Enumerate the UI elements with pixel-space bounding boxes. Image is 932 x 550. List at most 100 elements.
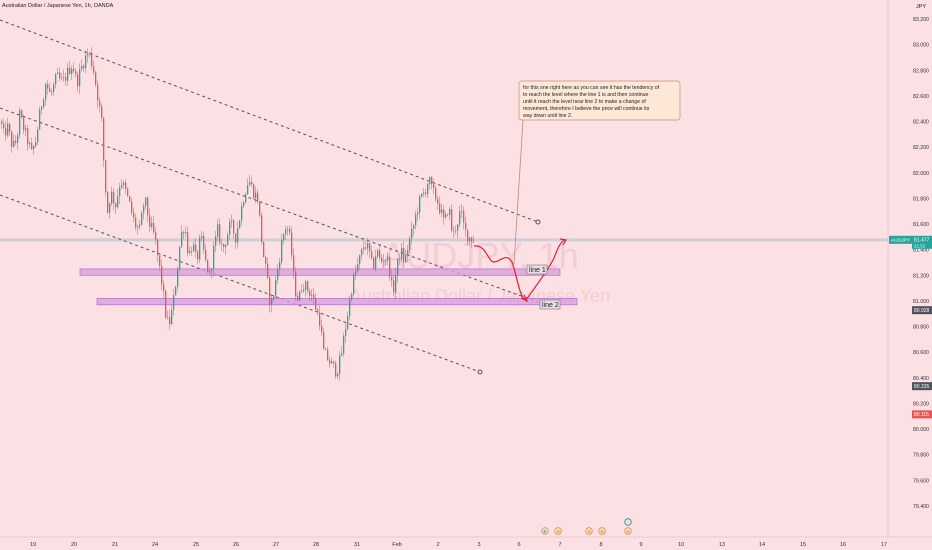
candle-body bbox=[197, 251, 199, 260]
candle-body bbox=[245, 194, 247, 203]
price-badge-red-text: 80.115 bbox=[914, 412, 929, 418]
candle-body bbox=[459, 211, 461, 225]
time-tick-label: 24 bbox=[152, 542, 158, 548]
candle-body bbox=[173, 295, 175, 310]
label-line-2-box bbox=[539, 299, 561, 310]
current-price-badge[interactable]: AUDJPY 81.477 21:52 bbox=[889, 235, 932, 249]
trend-line-lower[interactable] bbox=[0, 194, 481, 373]
time-tick-label: 8 bbox=[599, 542, 602, 548]
candle-body bbox=[243, 202, 245, 207]
candle-body bbox=[141, 212, 143, 225]
event-marker-6-glyph: D bbox=[627, 529, 631, 534]
candle-body bbox=[291, 232, 293, 256]
time-tick-label: 31 bbox=[354, 542, 360, 548]
current-countdown-text: 21:52 bbox=[914, 243, 926, 248]
candle-body bbox=[163, 284, 165, 291]
candle-body bbox=[361, 249, 363, 256]
price-tick-label: 82.200 bbox=[913, 145, 929, 151]
label-line-1[interactable]: line 1 bbox=[526, 264, 548, 275]
candle-body bbox=[13, 140, 15, 147]
trend-handle-lower[interactable] bbox=[477, 369, 483, 375]
zone-line-1[interactable] bbox=[79, 268, 561, 276]
symbol-title[interactable]: Australian Dollar / Japanese Yen, 1h, OA… bbox=[2, 3, 114, 9]
label-line-1-box bbox=[526, 264, 548, 275]
candle-body bbox=[191, 251, 193, 252]
zone-line-2[interactable] bbox=[96, 298, 578, 306]
candle-body bbox=[151, 222, 153, 227]
candle-body bbox=[347, 316, 349, 330]
price-tick-label: 82.600 bbox=[913, 94, 929, 100]
candle-body bbox=[427, 184, 429, 195]
candle-body bbox=[63, 77, 65, 79]
event-marker-1-glyph: E bbox=[544, 529, 547, 534]
event-marker-2[interactable] bbox=[554, 527, 562, 535]
candle-body bbox=[349, 299, 351, 317]
time-tick-label: 26 bbox=[233, 542, 239, 548]
candle-body bbox=[209, 270, 211, 272]
candle-body bbox=[277, 269, 279, 280]
candle-body bbox=[161, 265, 163, 285]
candle-body bbox=[113, 191, 115, 204]
candle-body bbox=[461, 210, 463, 212]
candle-body bbox=[107, 191, 109, 213]
candle-body bbox=[117, 196, 119, 208]
time-tick-label: 13 bbox=[719, 542, 725, 548]
price-tick-label: 82.800 bbox=[913, 68, 929, 74]
candle-body bbox=[187, 232, 189, 254]
candle-body bbox=[5, 127, 7, 136]
candle-body bbox=[27, 128, 29, 145]
event-marker-4[interactable] bbox=[598, 527, 606, 535]
annotation-line-4: movement, therefore I believe the price … bbox=[523, 106, 650, 112]
candle-body bbox=[335, 363, 337, 377]
event-marker-1[interactable] bbox=[541, 527, 549, 535]
candle-body bbox=[329, 360, 331, 364]
candle-body bbox=[287, 229, 289, 230]
candle-body bbox=[179, 246, 181, 269]
candle-body bbox=[275, 279, 277, 296]
candle-body bbox=[185, 232, 187, 234]
annotation-line-5: way down until line 2. bbox=[523, 113, 572, 119]
candle-body bbox=[397, 258, 399, 276]
candle-body bbox=[315, 298, 317, 310]
candle-body bbox=[383, 260, 385, 262]
label-line-2[interactable]: line 2 bbox=[539, 299, 561, 310]
event-marker-4-glyph: D bbox=[601, 529, 605, 534]
candle-body bbox=[205, 249, 207, 260]
projected-path[interactable] bbox=[473, 245, 527, 301]
candle-body bbox=[67, 67, 69, 81]
trend-handle-upper[interactable] bbox=[535, 219, 541, 225]
candle-body bbox=[227, 234, 229, 245]
price-axis[interactable]: JPY 83.200 83.000 82.800 82.600 82.400 82.200… bbox=[887, 0, 932, 537]
event-marker-5[interactable] bbox=[624, 518, 632, 526]
candle-body bbox=[37, 129, 39, 143]
candle-body bbox=[65, 77, 67, 81]
time-axis[interactable]: 19 20 21 24 25 26 27 28 31 Feb 2 3 6 7 8 9 10 13 14 15 16 17 bbox=[0, 536, 932, 548]
time-axis-ticks: 19 20 21 24 25 26 27 28 31 Feb 2 3 6 7 8 9 10 13 14 15 16 17 bbox=[30, 542, 887, 548]
candle-body bbox=[123, 182, 125, 185]
candle-body bbox=[235, 233, 237, 243]
candle-body bbox=[201, 235, 203, 238]
candle-body bbox=[153, 222, 155, 233]
time-tick-label: 25 bbox=[193, 542, 199, 548]
candle-body bbox=[89, 52, 91, 54]
candle-body bbox=[399, 258, 401, 260]
annotation-callout[interactable]: for this one right here as you can see i… bbox=[518, 80, 681, 121]
candle-body bbox=[165, 290, 167, 318]
candle-body bbox=[85, 55, 87, 69]
candle-body bbox=[393, 280, 395, 293]
candle-body bbox=[75, 71, 77, 75]
candle-body bbox=[167, 317, 169, 318]
candle-body bbox=[371, 251, 373, 258]
candle-body bbox=[421, 193, 423, 197]
annotation-line-1: for this one right here as you can see i… bbox=[523, 85, 660, 91]
candle-body bbox=[103, 117, 105, 161]
event-marker-6[interactable] bbox=[624, 527, 632, 535]
event-marker-3[interactable] bbox=[585, 527, 593, 535]
candle-body bbox=[331, 361, 333, 364]
event-markers[interactable]: E D D D D bbox=[541, 518, 632, 535]
candle-body bbox=[425, 192, 427, 195]
projected-path-up[interactable] bbox=[525, 239, 566, 301]
candle-body bbox=[321, 326, 323, 333]
candle-body bbox=[409, 238, 411, 251]
